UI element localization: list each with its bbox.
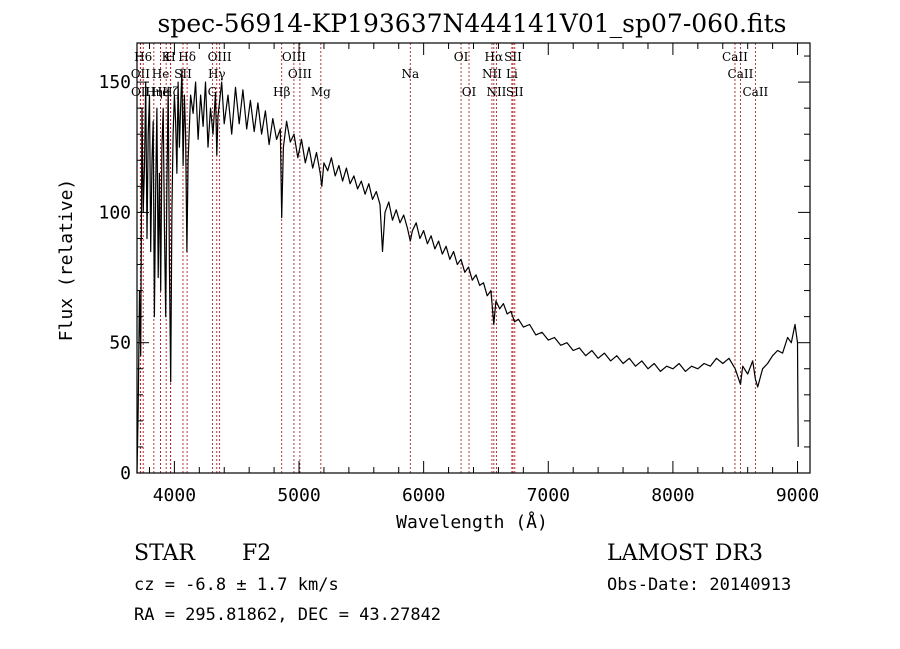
spectral-line-label: OIII [282,50,306,64]
spectral-line-label: G [208,85,218,99]
chart-title: spec-56914-KP193637N444141V01_sp07-060.f… [158,9,787,38]
y-tick-label: 50 [109,333,131,354]
spectral-line-label: Hα [485,50,504,64]
spectral-line-label: CaII [722,50,748,64]
plot-area [136,68,799,474]
spectral-line-label: OII [131,85,151,99]
x-tick-label: 4000 [153,485,196,506]
spectral-line-label: NII [486,85,506,99]
survey-name: LAMOST DR3 [607,541,763,566]
spectral-line-label: OI [462,85,477,99]
spectral-line-label: Mg [311,85,331,99]
spectral-line-label: CaII [728,67,754,81]
object-class: STAR [134,541,196,566]
spectral-line-label: OIII [208,50,232,64]
spectral-line-markers [139,43,756,473]
spectral-line-label: He [152,85,170,99]
spectral-line-label: OII [131,67,151,81]
x-tick-label: 8000 [651,485,694,506]
y-tick-label: 150 [98,72,131,93]
spectral-line-label: Li [506,67,518,81]
y-axis-label: Flux (relative) [56,179,77,342]
spectral-line-label: SII [504,50,522,64]
spectral-line-label: Hη [145,85,163,99]
y-tick-label: 100 [98,202,131,223]
spectrum-flux-line [136,68,799,474]
observation-date: Obs-Date: 20140913 [607,575,791,595]
spectral-line-labels: H6 OII OII He He KH Hη Hζ SII Hδ OIII Hγ G Hβ OIII OIII… [131,50,769,99]
x-axis-label: Wavelength (Å) [396,511,548,533]
spectral-line-label: Na [401,67,419,81]
spectral-line-label: H [165,50,175,64]
spectral-line-label: OIII [288,67,312,81]
x-tick-label: 9000 [776,485,819,506]
spectral-line-label: He [152,67,170,81]
spectral-subclass: F2 [242,541,271,566]
axes: 4000 5000 6000 7000 8000 9000 0 50 100 150 [98,43,819,506]
x-tick-label: 6000 [402,485,445,506]
spectral-line-label: NII [482,67,502,81]
spectral-line-label: SII [174,67,192,81]
spectral-line-label: Hδ [178,50,196,64]
spectral-line-label: OI [454,50,469,64]
coordinates: RA = 295.81862, DEC = 43.27842 [134,605,441,625]
x-tick-label: 7000 [527,485,570,506]
x-tick-label: 5000 [277,485,320,506]
spectral-line-label: Hζ [162,85,179,99]
redshift-cz: cz = -6.8 ± 1.7 km/s [134,575,339,595]
spectral-line-label: H6 [134,50,152,64]
y-tick-label: 0 [120,463,131,484]
spectral-line-label: CaII [742,85,768,99]
spectral-line-label: Hγ [208,67,226,81]
spectral-line-label: K [162,50,172,64]
spectral-line-label: SII [506,85,524,99]
spectral-line-label: Hβ [273,85,290,99]
